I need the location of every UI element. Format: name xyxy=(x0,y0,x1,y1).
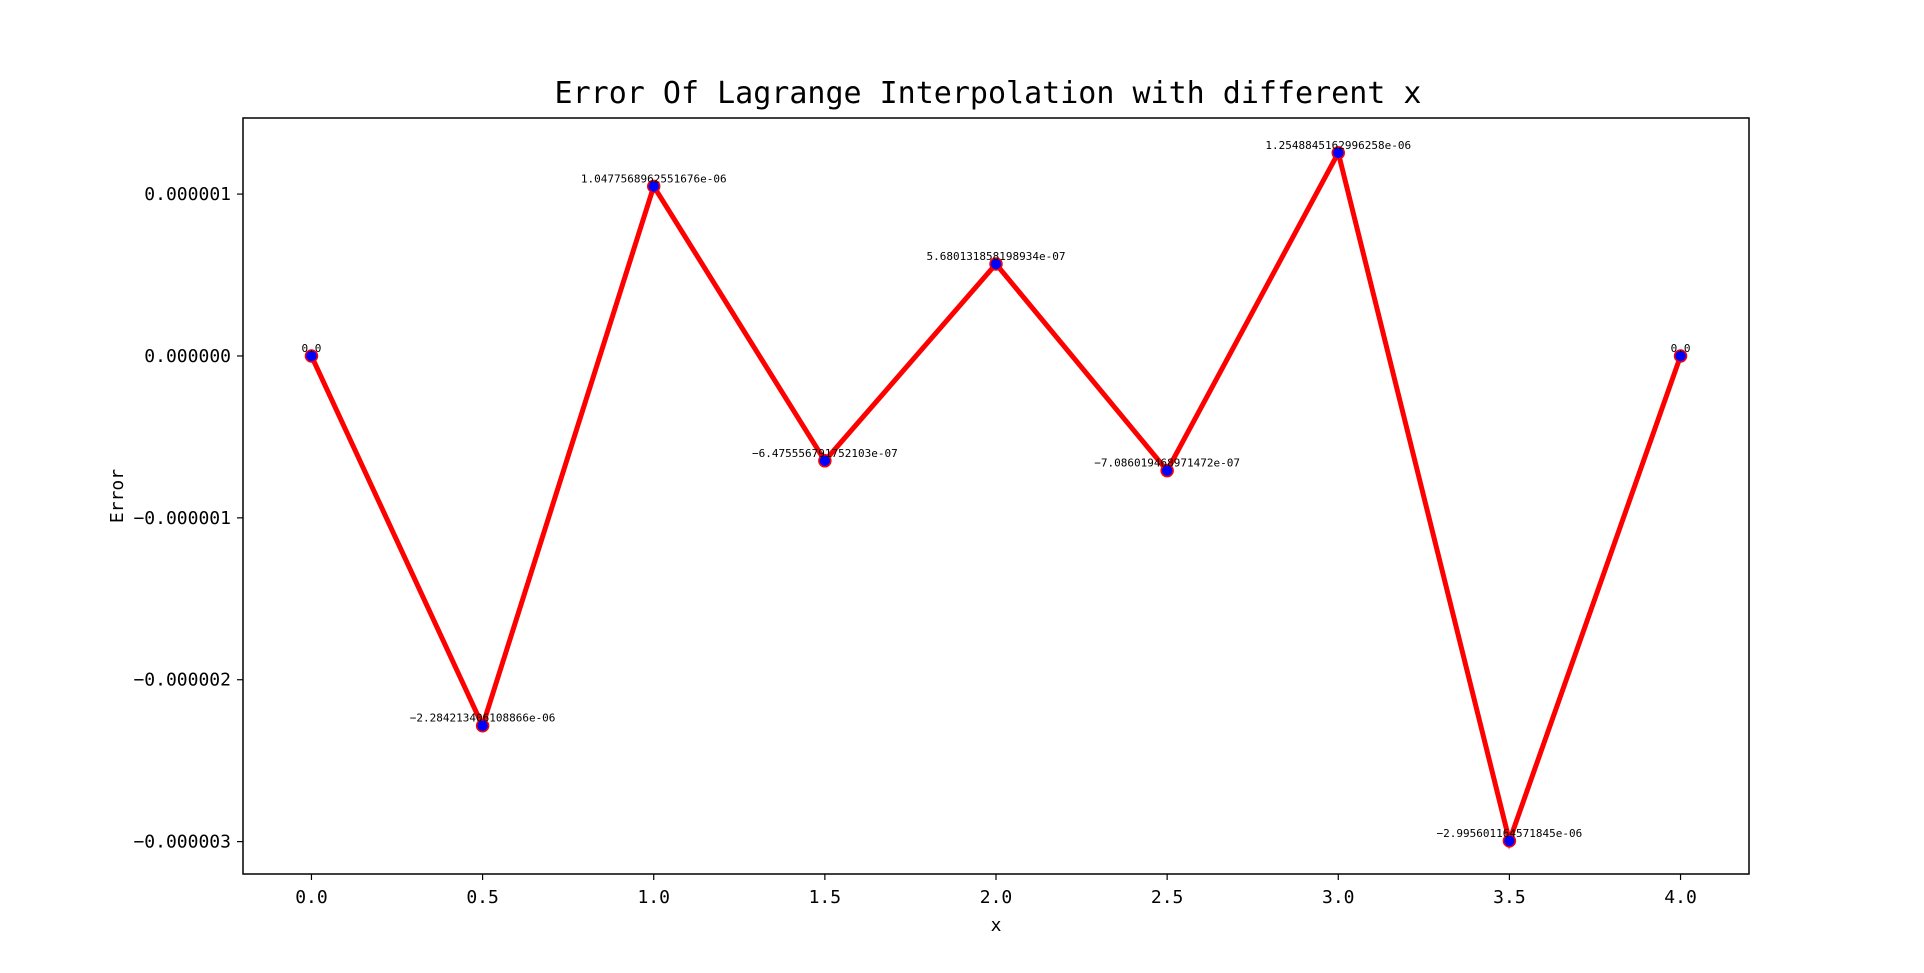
plot-frame xyxy=(242,117,1750,875)
x-tick-label: 3.5 xyxy=(1493,887,1526,908)
x-tick-label: 3.0 xyxy=(1322,887,1355,908)
error-series: 0.0 −2.284213406108866e-06 1.0477568962551… xyxy=(302,139,1691,850)
y-tick-label: −0.000002 xyxy=(133,670,231,691)
y-axis-label: Error xyxy=(107,469,128,523)
data-point xyxy=(646,179,661,194)
y-tick-label: 0.000000 xyxy=(144,346,231,367)
data-point-label: 0.0 xyxy=(302,342,322,355)
data-point xyxy=(818,454,832,468)
data-point xyxy=(989,257,1003,271)
data-point xyxy=(1673,349,1688,363)
x-tick-label: 2.5 xyxy=(1151,887,1184,908)
x-tick-label: 4.0 xyxy=(1664,887,1697,908)
data-point-label: 5.680131858198934e-07 xyxy=(926,250,1065,263)
y-tick-label: −0.000003 xyxy=(133,832,231,853)
x-tick-label: 0.5 xyxy=(466,887,499,908)
data-point xyxy=(1160,463,1174,478)
x-axis-ticks: 0.0 0.5 1.0 1.5 2.0 2.5 3.0 3.5 4.0 xyxy=(295,874,1697,908)
data-point xyxy=(475,718,490,733)
y-tick-label: 0.000001 xyxy=(144,184,231,205)
y-tick-label: −0.000001 xyxy=(133,508,231,529)
data-point-label: 1.0477568962551676e-06 xyxy=(581,172,727,185)
x-tick-label: 1.5 xyxy=(809,887,842,908)
data-point-label: −2.995601164571845e-06 xyxy=(1437,827,1583,840)
data-point xyxy=(1331,146,1346,160)
x-tick-label: 1.0 xyxy=(637,887,670,908)
data-point-label: −7.086019468971472e-07 xyxy=(1094,457,1240,470)
data-point xyxy=(1502,834,1517,848)
data-point-label: −6.475556791752103e-07 xyxy=(752,447,898,460)
data-point xyxy=(304,349,319,363)
chart-title: Error Of Lagrange Interpolation with dif… xyxy=(555,76,1422,111)
data-point-label: 0.0 xyxy=(1671,342,1691,355)
data-point-label: −2.284213406108866e-06 xyxy=(410,712,556,725)
x-tick-label: 0.0 xyxy=(295,887,328,908)
data-point-label: 1.2548845162996258e-06 xyxy=(1265,139,1411,152)
x-axis-label: x xyxy=(991,915,1002,936)
x-tick-label: 2.0 xyxy=(980,887,1013,908)
y-axis-ticks: 0.000001 0.000000 −0.000001 −0.000002 −0.000… xyxy=(133,184,243,853)
